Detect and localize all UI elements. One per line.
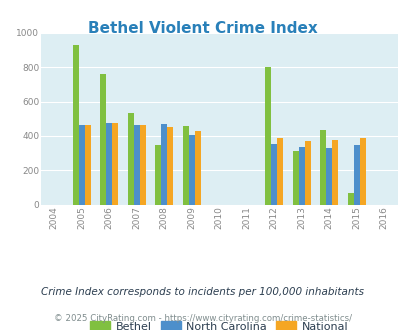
Bar [128, 113, 133, 205]
Text: Bethel Violent Crime Index: Bethel Violent Crime Index [88, 21, 317, 36]
Bar [188, 135, 194, 205]
Bar [194, 131, 200, 205]
Text: © 2025 CityRating.com - https://www.cityrating.com/crime-statistics/: © 2025 CityRating.com - https://www.city… [54, 314, 351, 323]
Text: Crime Index corresponds to incidents per 100,000 inhabitants: Crime Index corresponds to incidents per… [41, 287, 364, 297]
Bar [106, 123, 112, 205]
Bar [161, 124, 167, 205]
Bar [347, 193, 353, 205]
Bar [292, 151, 298, 205]
Legend: Bethel, North Carolina, National: Bethel, North Carolina, National [86, 316, 352, 330]
Bar [100, 74, 106, 205]
Bar [112, 123, 118, 205]
Bar [264, 67, 271, 205]
Bar [72, 45, 79, 205]
Bar [277, 138, 283, 205]
Bar [182, 126, 188, 205]
Bar [133, 125, 139, 205]
Bar [167, 126, 173, 205]
Bar [319, 130, 325, 205]
Bar [331, 140, 337, 205]
Bar [353, 145, 359, 205]
Bar [298, 147, 304, 205]
Bar [271, 144, 277, 205]
Bar [325, 148, 331, 205]
Bar [155, 145, 161, 205]
Bar [304, 142, 310, 205]
Bar [85, 125, 91, 205]
Bar [139, 125, 145, 205]
Bar [79, 125, 85, 205]
Bar [359, 138, 365, 205]
